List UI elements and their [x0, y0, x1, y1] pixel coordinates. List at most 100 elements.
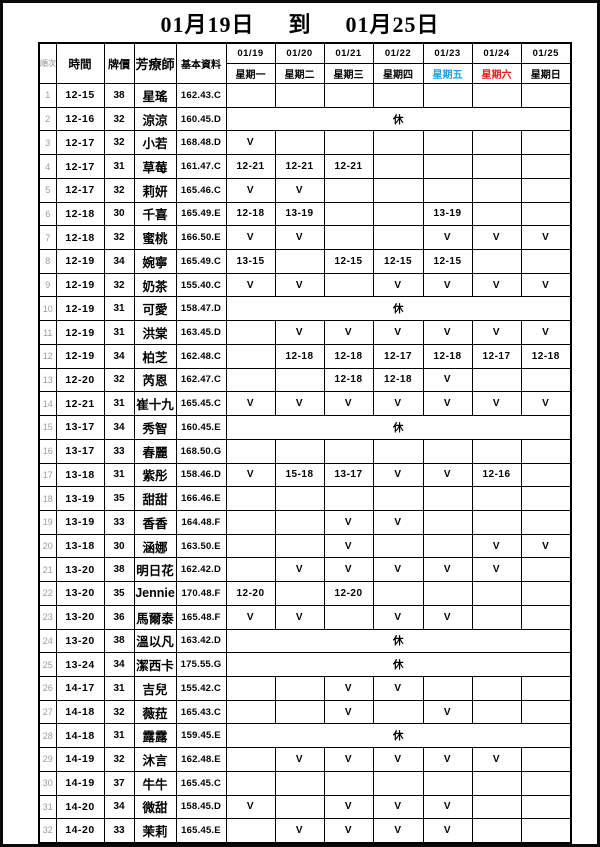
therapist-name: 崔十九: [133, 391, 177, 417]
therapist-name: 小若: [133, 130, 177, 156]
day-cell: [520, 154, 572, 179]
day-cell: V: [274, 320, 325, 345]
day-cell: V: [323, 320, 374, 345]
table-row: 13 12-20 32 芮恩 162.47.C 12-18 12-18 V: [38, 367, 572, 393]
day-cell: [372, 438, 424, 464]
day-cell: [422, 533, 473, 559]
rest-cell: 休: [225, 106, 572, 132]
day-cell: [422, 130, 473, 156]
time-cell: 14-19: [55, 747, 105, 772]
page-title: 01月19日 到 01月25日: [3, 3, 597, 42]
info-cell: 163.42.D: [175, 628, 227, 654]
day-cell: V: [372, 509, 424, 535]
day-cell: V: [274, 557, 325, 583]
day-cell: [225, 533, 276, 559]
day-cell: [372, 130, 424, 156]
time-cell: 13-19: [55, 509, 105, 535]
day-cell: [520, 367, 572, 393]
day-cell: [225, 747, 276, 772]
price-cell: 31: [103, 154, 135, 179]
seq-cell: 27: [38, 699, 57, 725]
seq-cell: 11: [38, 320, 57, 345]
day-cell: V: [471, 391, 522, 417]
day-cell: [520, 699, 572, 725]
day-cell: V: [372, 747, 424, 772]
day-cell: [471, 177, 522, 203]
day-cell: V: [323, 533, 374, 559]
time-cell: 12-19: [55, 296, 105, 322]
time-cell: 12-16: [55, 106, 105, 132]
table-row: 4 12-17 31 草莓 161.47.C 12-21 12-21 12-21: [38, 154, 572, 179]
day-cell: V: [323, 675, 374, 701]
info-cell: 158.47.D: [175, 296, 227, 322]
day-cell: [323, 486, 374, 511]
day-cell: 15-18: [274, 462, 325, 488]
day-cell: [225, 83, 276, 108]
table-row: 19 13-19 33 香香 164.48.F V V: [38, 509, 572, 535]
column-header-price: 牌價: [103, 42, 135, 84]
info-cell: 168.48.D: [175, 130, 227, 156]
seq-cell: 31: [38, 794, 57, 820]
table-row: 9 12-19 32 奶茶 155.40.C V V V V V V: [38, 272, 572, 298]
day-date-header: 01/23: [422, 42, 473, 64]
therapist-name: 露露: [133, 723, 177, 749]
day-cell: V: [323, 391, 374, 417]
price-cell: 32: [103, 225, 135, 251]
seq-cell: 32: [38, 818, 57, 843]
day-cell: V: [520, 272, 572, 298]
table-row: 18 13-19 35 甜甜 166.46.E: [38, 486, 572, 511]
day-cell: [422, 770, 473, 796]
day-date-header: 01/25: [520, 42, 572, 64]
day-cell: [323, 272, 374, 298]
price-cell: 32: [103, 106, 135, 132]
day-cell: V: [422, 747, 473, 772]
day-cell: [471, 249, 522, 274]
seq-cell: 22: [38, 581, 57, 606]
table-row: 30 14-19 37 牛牛 165.45.C: [38, 770, 572, 796]
day-weekday-header: 星期一: [225, 63, 276, 84]
day-weekday-header: 星期六: [471, 63, 522, 84]
day-cell: V: [274, 604, 325, 630]
day-cell: [520, 486, 572, 511]
table-row: 8 12-19 34 婉寧 165.49.C 13-15 12-15 12-15 12-15: [38, 249, 572, 274]
info-cell: 166.46.E: [175, 486, 227, 511]
day-cell: 12-18: [422, 343, 473, 369]
price-cell: 32: [103, 177, 135, 203]
day-cell: [372, 533, 424, 559]
day-cell: [520, 130, 572, 156]
day-cell: [225, 699, 276, 725]
day-cell: [471, 581, 522, 606]
therapist-name: 柏芝: [133, 343, 177, 369]
therapist-name: 明日花: [133, 557, 177, 583]
seq-cell: 23: [38, 604, 57, 630]
day-cell: V: [520, 533, 572, 559]
day-weekday-header: 星期三: [323, 63, 374, 84]
day-cell: [323, 177, 374, 203]
therapist-name: 茉莉: [133, 818, 177, 843]
price-cell: 31: [103, 462, 135, 488]
therapist-name: 香香: [133, 509, 177, 535]
day-cell: [274, 249, 325, 274]
therapist-name: 婉寧: [133, 249, 177, 274]
therapist-name: 可愛: [133, 296, 177, 322]
table-row: 26 14-17 31 吉兒 155.42.C V V: [38, 675, 572, 701]
time-cell: 14-20: [55, 818, 105, 843]
day-cell: [520, 249, 572, 274]
day-cell: [520, 462, 572, 488]
day-cell: [422, 154, 473, 179]
day-cell: [274, 581, 325, 606]
day-cell: [225, 367, 276, 393]
time-cell: 13-17: [55, 415, 105, 440]
table-row: 6 12-18 30 千喜 165.49.E 12-18 13-19 13-19: [38, 201, 572, 227]
header-row-weekdays: 星期一 星期二 星期三 星期四 星期五 星期六 星期日: [39, 63, 572, 84]
price-cell: 33: [103, 438, 135, 464]
info-cell: 161.47.C: [175, 154, 227, 179]
info-cell: 165.49.E: [175, 201, 227, 227]
day-cell: V: [520, 225, 572, 251]
time-cell: 12-19: [55, 343, 105, 369]
day-cell: [422, 438, 473, 464]
time-cell: 13-18: [55, 462, 105, 488]
seq-cell: 28: [38, 723, 57, 749]
day-cell: 12-15: [372, 249, 424, 274]
day-cell: [225, 818, 276, 843]
